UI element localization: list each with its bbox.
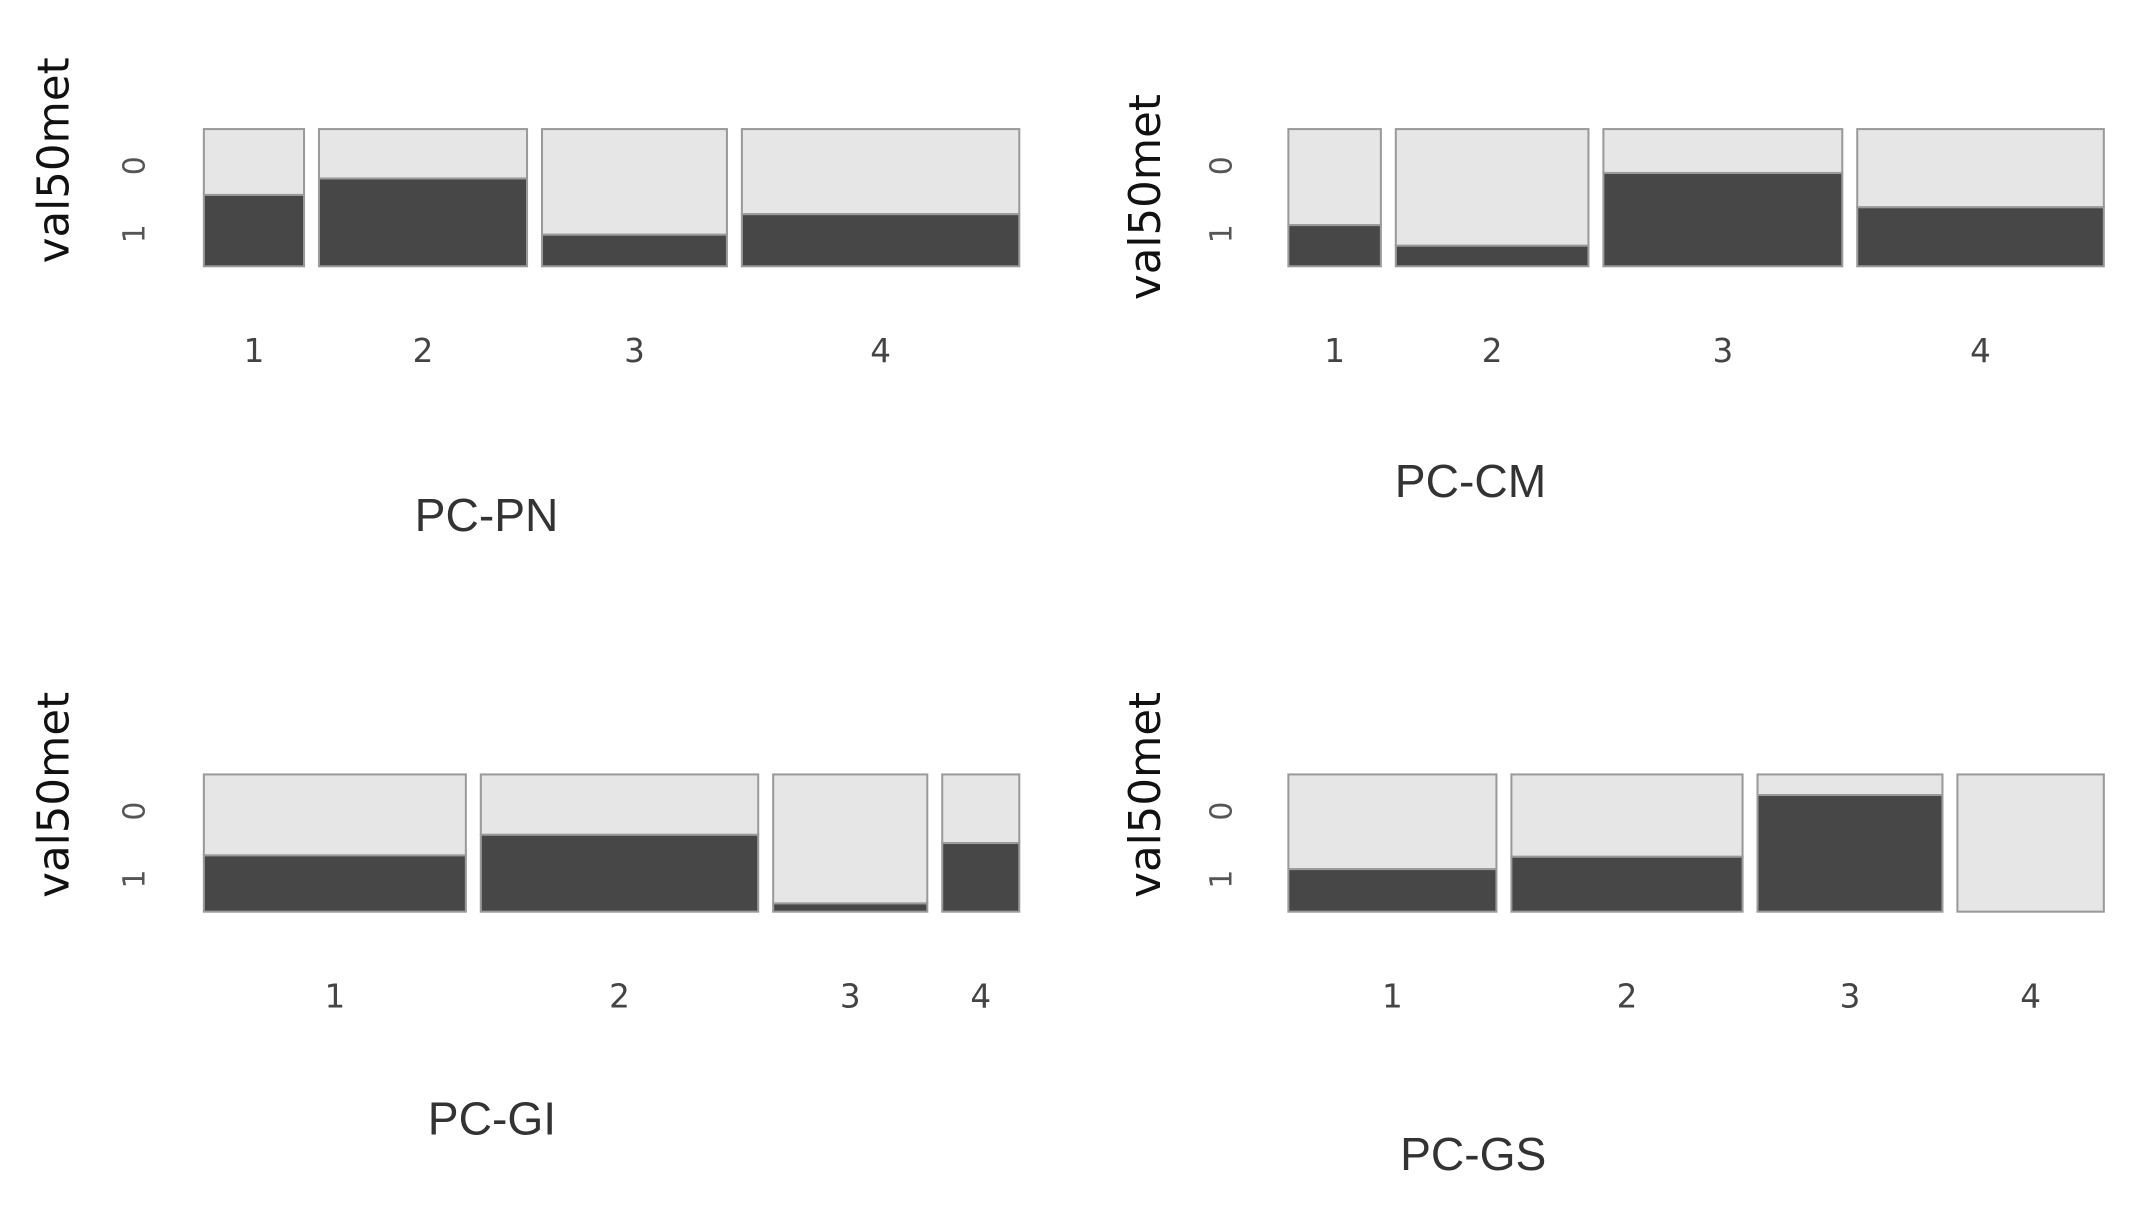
x-tick-label: 1 [324, 978, 345, 1016]
y-tick-label: 1 [117, 224, 152, 243]
x-tick-label: 2 [413, 332, 434, 370]
mosaic-cell [1602, 171, 1844, 268]
x-tick-label: 3 [1712, 332, 1733, 370]
mosaic-cell [1510, 773, 1744, 858]
x-tick-label: 3 [1840, 978, 1861, 1016]
x-tick-label: 1 [1382, 978, 1403, 1016]
mosaic-panel: PC-GS val50met 1 0 1 2 3 4 [1121, 692, 2105, 1180]
mosaic-panel: PC-CM val50met 1 0 1 2 3 4 [1121, 94, 2105, 507]
mosaic-cell [202, 854, 467, 913]
chart-title: PC-CM [1395, 455, 1546, 507]
x-tick-label: 2 [1482, 332, 1503, 370]
mosaic-cell [1394, 244, 1590, 268]
mosaic-panel: PC-GI val50met 1 0 1 2 3 4 [30, 692, 1021, 1144]
x-tick-label: 2 [1617, 978, 1638, 1016]
y-tick-label: 1 [117, 870, 152, 889]
mosaic-panel: PC-PN val50met 1 0 1 2 3 4 [30, 57, 1021, 541]
mosaic-cell [772, 902, 929, 913]
y-axis-label: val50met [1121, 692, 1171, 898]
x-tick-label: 3 [624, 332, 645, 370]
mosaic-cell [202, 128, 306, 196]
y-tick-label: 0 [117, 156, 152, 175]
mosaic-cell [317, 128, 529, 180]
y-tick-label: 1 [1205, 870, 1240, 889]
x-tick-label: 1 [244, 332, 265, 370]
mosaic-cell [1602, 128, 1844, 175]
mosaic-cell [1756, 794, 1944, 913]
mosaic-cell [1956, 773, 2105, 913]
y-tick-label: 0 [1205, 802, 1240, 821]
y-axis-label: val50met [1121, 94, 1171, 300]
mosaic-cell [1510, 855, 1744, 913]
mosaic-cell [479, 833, 760, 913]
mosaic-cell [1756, 773, 1944, 797]
x-tick-label: 4 [2020, 978, 2041, 1016]
mosaic-cell [202, 193, 306, 268]
mosaic-cell [540, 128, 728, 236]
x-tick-label: 4 [870, 332, 891, 370]
mosaic-cell [317, 177, 529, 268]
mosaic-cell [941, 773, 1021, 845]
mosaic-cell [202, 773, 467, 857]
y-tick-label: 1 [1205, 224, 1240, 243]
y-axis-label: val50met [30, 692, 80, 898]
y-tick-label: 0 [117, 802, 152, 821]
mosaic-cell [540, 233, 728, 268]
mosaic-cell [1287, 128, 1382, 227]
chart-title: PC-GS [1400, 1128, 1546, 1180]
y-axis-label: val50met [30, 57, 80, 263]
mosaic-cell [740, 128, 1021, 216]
x-tick-label: 3 [840, 978, 861, 1016]
chart-title: PC-GI [428, 1092, 556, 1144]
mosaic-cell [772, 773, 929, 905]
mosaic-cell [1856, 206, 2105, 268]
mosaic-cell [1287, 224, 1382, 268]
chart-title: PC-PN [415, 489, 559, 541]
mosaic-cell [941, 842, 1021, 913]
mosaic-cell [479, 773, 760, 836]
mosaic-cell [1394, 128, 1590, 247]
y-tick-label: 0 [1205, 156, 1240, 175]
mosaic-cell [1287, 773, 1498, 871]
x-tick-label: 4 [970, 978, 991, 1016]
x-tick-label: 2 [609, 978, 630, 1016]
mosaic-cell [740, 213, 1021, 268]
mosaic-cell [1287, 868, 1498, 913]
x-tick-label: 1 [1324, 332, 1345, 370]
mosaic-cell [1856, 128, 2105, 209]
x-tick-label: 4 [1970, 332, 1991, 370]
